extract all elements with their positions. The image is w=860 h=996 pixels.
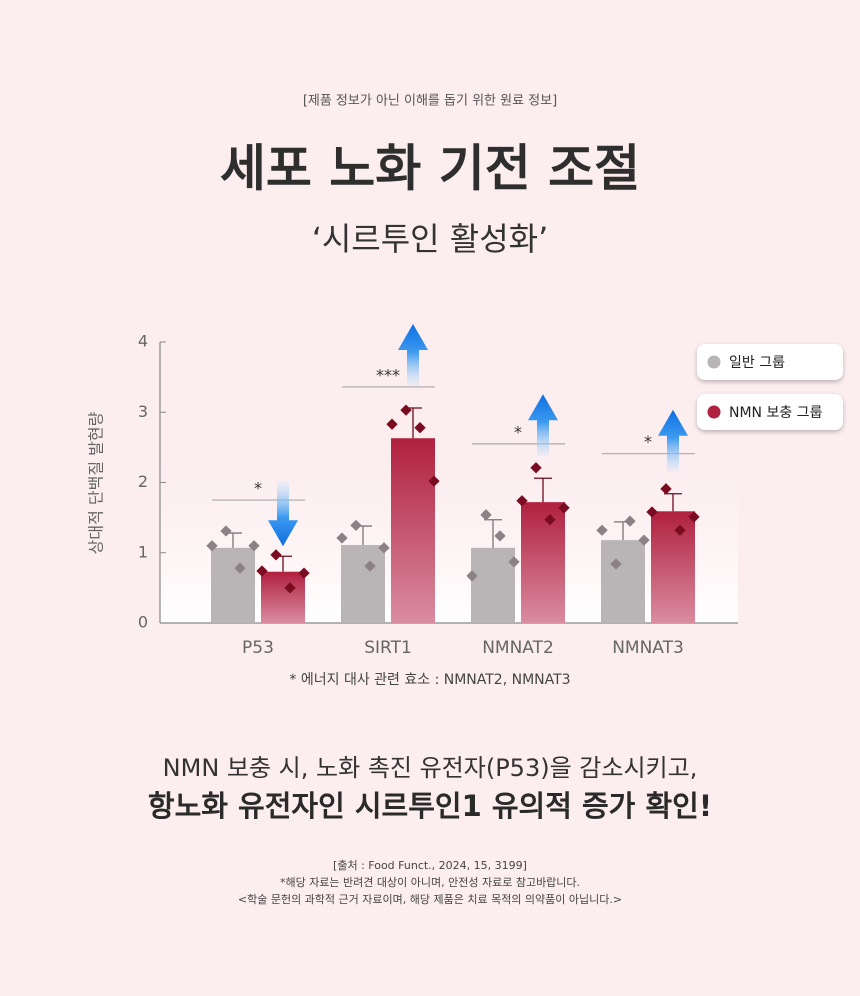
chart: 0 1 2 3 4 상대적 단백질 발현량 P53 * SIRT1 *** NMNAT2 * NMNAT… [87, 324, 843, 658]
x-tick-label: NMNAT2 [482, 638, 554, 658]
data-point [350, 519, 362, 532]
data-point [256, 565, 268, 577]
bar [341, 545, 385, 623]
data-point [248, 540, 260, 552]
data-point [596, 524, 608, 536]
error-bar [484, 519, 502, 548]
data-point [660, 483, 672, 495]
title: 세포 노화 기전 조절 [220, 140, 640, 198]
x-tick-label: SIRT1 [364, 638, 412, 658]
bar [471, 547, 515, 623]
data-point [558, 502, 570, 514]
y-tick-label: 4 [138, 332, 148, 351]
data-point [516, 495, 528, 507]
data-point [270, 549, 282, 561]
source-line: *해당 자료는 반려견 대상이 아니며, 안전성 자료로 참고바랍니다. [280, 875, 580, 889]
data-point [674, 524, 686, 536]
legend-item: NMN 보충 그룹 [697, 394, 843, 430]
data-point [220, 525, 232, 537]
footnote: * 에너지 대사 관련 효소 : NMNAT2, NMNAT3 [289, 672, 570, 688]
legend-item: 일반 그룹 [697, 344, 843, 380]
significance-label: * [644, 432, 652, 451]
data-point [364, 560, 376, 572]
data-point [508, 556, 520, 568]
data-point [378, 542, 390, 554]
data-point [494, 530, 506, 542]
significance-label: *** [376, 365, 400, 384]
data-point [428, 475, 440, 487]
data-point [234, 562, 246, 574]
error-bar [534, 477, 552, 503]
legend-label: 일반 그룹 [729, 355, 785, 371]
trend-arrow [398, 324, 428, 387]
data-point [624, 515, 636, 527]
y-tick-label: 1 [138, 542, 148, 561]
source-line: [출처 : Food Funct., 2024, 15, 3199] [333, 859, 527, 872]
data-point [544, 514, 556, 526]
data-point [466, 570, 478, 582]
data-point [298, 567, 310, 579]
summary-highlight: 항노화 유전자인 시르투인1 유의적 증가 확인! [148, 789, 712, 823]
legend-swatch [707, 405, 721, 419]
data-point [284, 582, 296, 594]
source-line: <학술 문헌의 과학적 근거 자료이며, 해당 제품은 치료 목적의 의약품이 … [238, 892, 622, 906]
data-point [206, 540, 218, 552]
bar [521, 502, 565, 623]
legend-swatch [707, 355, 721, 369]
y-tick-label: 2 [138, 472, 148, 491]
summary-line: NMN 보충 시, 노화 촉진 유전자(P53)을 감소시키고, [163, 754, 698, 782]
data-point [480, 509, 492, 521]
x-tick-label: P53 [242, 638, 274, 658]
trend-arrow [268, 481, 298, 547]
trend-arrow [528, 394, 558, 457]
data-point [688, 511, 700, 523]
data-point [414, 422, 426, 434]
bar [261, 571, 305, 623]
significance-label: * [514, 422, 522, 441]
note: [제품 정보가 아닌 이해를 돕기 위한 원료 정보] [303, 94, 557, 109]
legend-box [697, 344, 843, 380]
significance-label: * [254, 479, 262, 498]
data-point [646, 506, 658, 518]
trend-arrow [658, 409, 688, 472]
x-tick-label: NMNAT3 [612, 638, 684, 658]
data-point [400, 404, 412, 416]
data-point [386, 418, 398, 430]
bar [651, 511, 695, 623]
data-point [610, 558, 622, 570]
bar [601, 540, 645, 623]
bar [391, 438, 435, 623]
subtitle: ‘시르투인 활성화’ [312, 220, 549, 258]
y-tick-label: 0 [138, 613, 148, 632]
data-point [530, 462, 542, 474]
data-point [638, 534, 650, 546]
legend-box [697, 394, 843, 430]
legend-label: NMN 보충 그룹 [729, 405, 823, 421]
error-bar [664, 493, 682, 512]
y-tick-label: 3 [138, 402, 148, 421]
bar [211, 547, 255, 623]
data-point [336, 532, 348, 544]
y-axis-label: 상대적 단백질 발현량 [87, 411, 106, 554]
